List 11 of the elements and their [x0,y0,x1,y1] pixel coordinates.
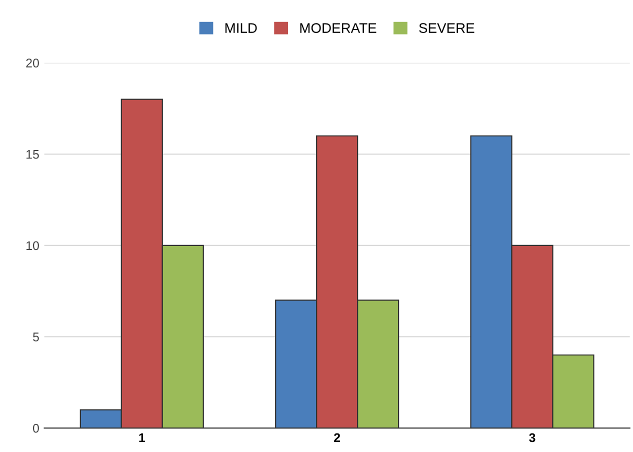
legend-label: MILD [225,23,257,33]
y-tick-label: 5 [33,332,39,342]
y-tick-label: 20 [26,58,39,68]
y-tick-label: 15 [26,150,39,159]
y-tick-label: 10 [26,241,39,250]
legend-label: MODERATE [300,23,376,33]
x-tick-label: 3 [529,433,536,442]
y-tick-label: 0 [32,424,39,433]
legend-label: SEVERE [419,23,474,33]
x-tick-label: 1 [139,433,146,442]
x-tick-label: 2 [334,433,340,442]
